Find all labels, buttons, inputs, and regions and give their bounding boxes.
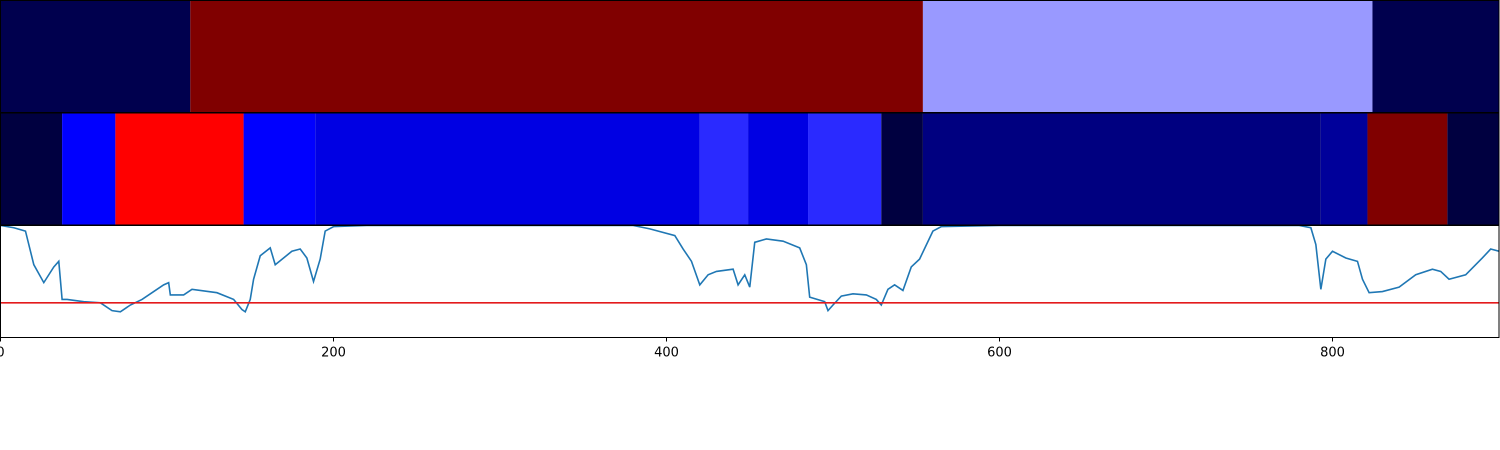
segment [62,113,116,225]
segment [1447,113,1499,225]
x-tick-label: 800 [1320,346,1345,361]
panel-frame [0,225,1500,338]
x-tick-label: 200 [321,346,346,361]
segment [115,113,244,225]
data-line [0,225,1499,313]
segment [190,0,923,113]
x-tick-label: 600 [987,346,1012,361]
segment [808,113,882,225]
segment [922,113,1321,225]
segment [0,0,191,113]
segment [1320,113,1368,225]
segment [315,113,700,225]
x-tick-label: 400 [654,346,679,361]
segment [699,113,749,225]
x-tick-label: 0 [0,346,5,361]
segment [1372,0,1499,113]
segment [748,113,809,225]
segment [1367,113,1448,225]
segment [922,0,1373,113]
segment [881,113,923,225]
segment [0,113,63,225]
segment [243,113,316,225]
